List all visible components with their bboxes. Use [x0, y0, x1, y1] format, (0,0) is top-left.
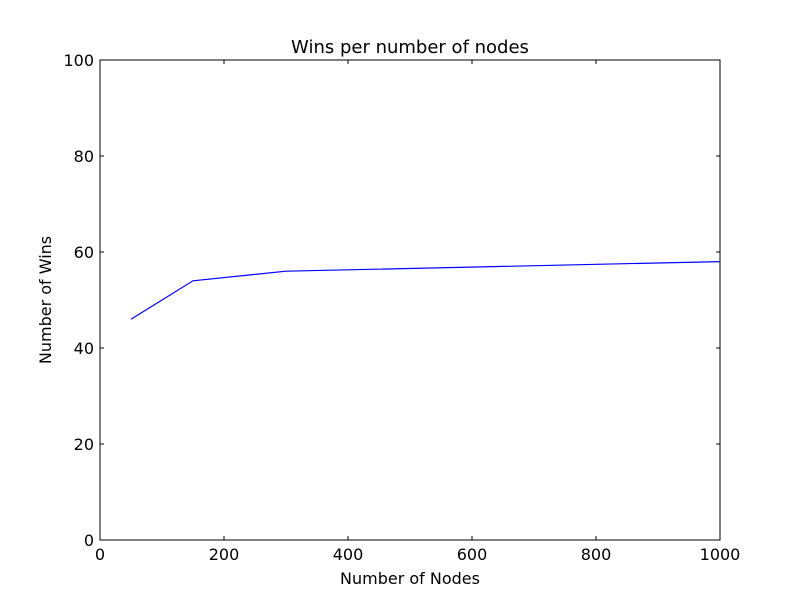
- x-axis-label: Number of Nodes: [340, 569, 480, 588]
- y-tick-label: 40: [74, 339, 94, 358]
- axis-ticks: 0 200 400 600 800 1000 0 20 40 60 80 100: [63, 51, 740, 564]
- x-tick-label: 200: [209, 545, 240, 564]
- x-tick-label: 600: [457, 545, 488, 564]
- plot-frame: [99, 59, 721, 541]
- x-tick-label: 400: [333, 545, 364, 564]
- y-tick-label: 0: [84, 531, 94, 550]
- y-tick-label: 60: [74, 243, 94, 262]
- y-tick-label: 20: [74, 435, 94, 454]
- chart-title: Wins per number of nodes: [291, 37, 529, 58]
- y-axis-label: Number of Wins: [36, 236, 55, 364]
- y-tick-label: 80: [74, 147, 94, 166]
- x-tick-label: 0: [95, 545, 105, 564]
- series-line-0: [130, 261, 721, 320]
- x-tick-label: 800: [581, 545, 612, 564]
- x-tick-label: 1000: [700, 545, 741, 564]
- y-tick-label: 100: [63, 51, 94, 70]
- plot-area: [130, 261, 721, 320]
